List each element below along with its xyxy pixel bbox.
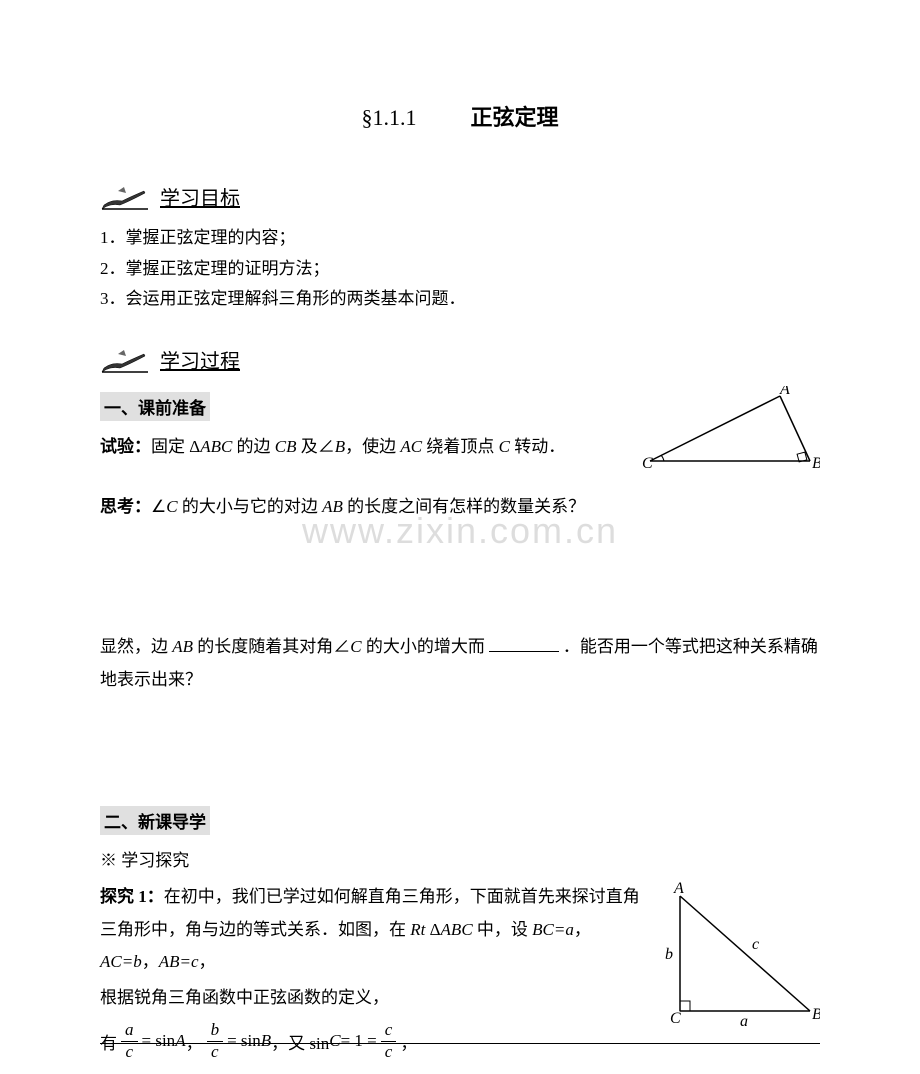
svg-text:A: A <box>673 881 684 897</box>
goals-header: 学习目标 <box>100 182 820 213</box>
process-header: 学习过程 <box>100 345 820 376</box>
svg-text:C: C <box>642 455 653 472</box>
goal-item: 3．会运用正弦定理解斜三角形的两类基本问题． <box>100 284 820 315</box>
think-line: 思考：∠C 的大小与它的对边 AB 的长度之间有怎样的数量关系？ <box>100 491 820 523</box>
sub-label: ※ 学习探究 <box>100 845 820 877</box>
obvious-line: 显然，边 AB 的长度随着其对角∠C 的大小的增大而．能否用一个等式把这种关系精… <box>100 631 820 696</box>
svg-text:C: C <box>670 1010 681 1027</box>
goal-item: 1．掌握正弦定理的内容； <box>100 223 820 254</box>
fill-blank <box>489 651 559 652</box>
prep-heading: 一、课前准备 <box>100 392 210 421</box>
goals-label: 学习目标 <box>160 182 240 213</box>
chapter-name: 正弦定理 <box>470 105 558 130</box>
triangle-diagram-1: C B A <box>640 386 820 476</box>
book-icon <box>100 183 150 213</box>
svg-text:A: A <box>779 386 790 398</box>
formula-line: 有 ac = sin A ， bc = sin B ，又 sin C = 1 =… <box>100 1020 640 1062</box>
goal-item: 2．掌握正弦定理的证明方法； <box>100 254 820 285</box>
svg-text:B: B <box>812 1006 820 1023</box>
page-title: §1.1.1 正弦定理 <box>100 100 820 132</box>
svg-text:c: c <box>752 936 759 953</box>
chapter-number: §1.1.1 <box>361 105 416 130</box>
process-label: 学习过程 <box>160 345 240 376</box>
svg-text:B: B <box>812 455 820 472</box>
svg-text:b: b <box>665 946 673 963</box>
right-triangle-diagram: A B C a b c <box>660 881 820 1031</box>
book-icon <box>100 346 150 376</box>
goals-list: 1．掌握正弦定理的内容； 2．掌握正弦定理的证明方法； 3．会运用正弦定理解斜三… <box>100 223 820 315</box>
svg-text:a: a <box>740 1013 748 1030</box>
newlesson-heading: 二、新课导学 <box>100 806 210 835</box>
